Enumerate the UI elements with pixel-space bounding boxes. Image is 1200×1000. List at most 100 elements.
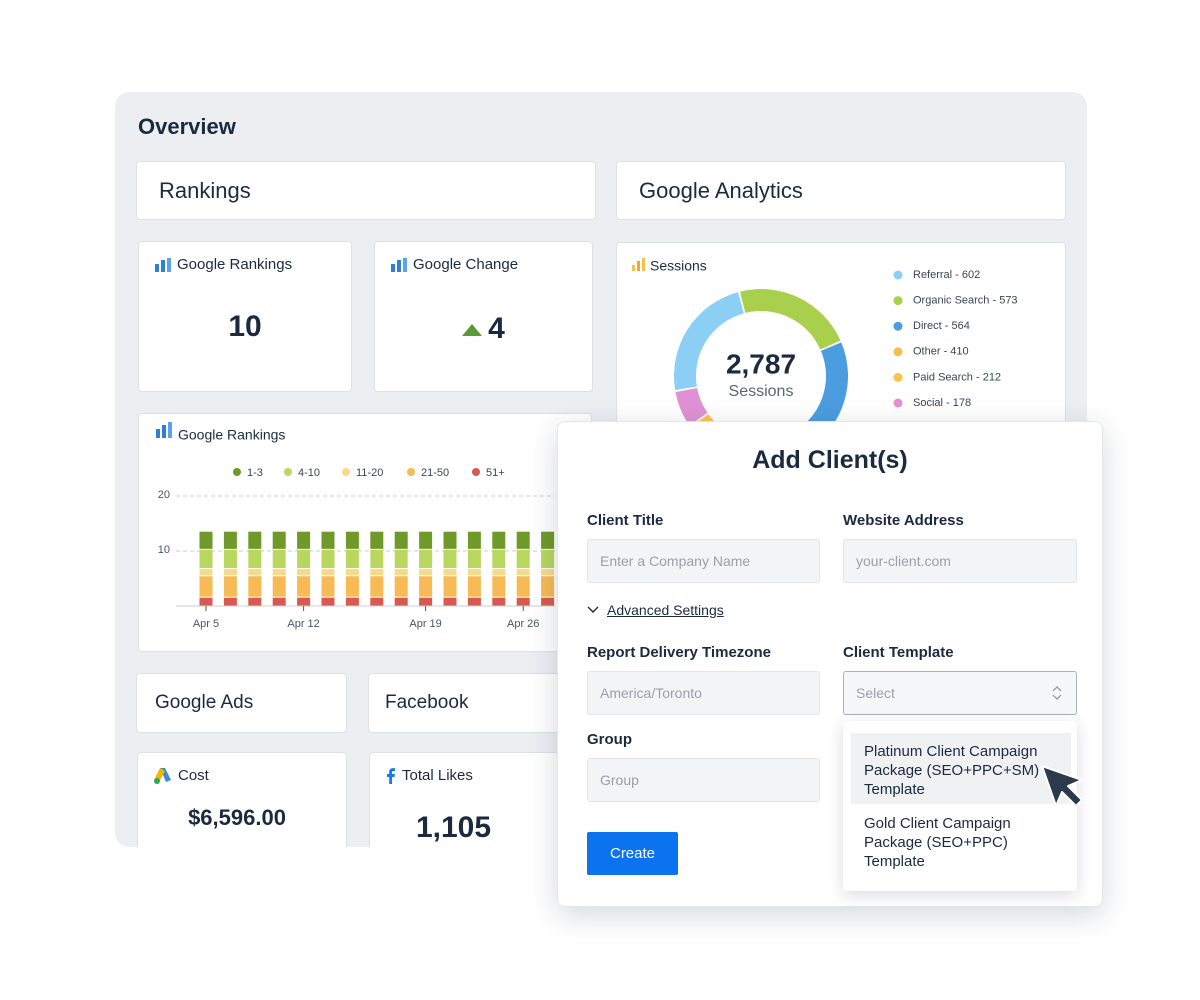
bar-segment [248,531,262,549]
section-header: Facebook [368,673,560,733]
kpi-card: Google Change 4 [374,241,593,392]
section-header: Rankings [136,161,596,220]
legend-dot [472,468,480,476]
bar-segment [199,597,213,606]
bar-segment [223,549,237,569]
bar-segment [370,576,384,597]
section-header: Google Ads [136,673,347,733]
kpi-value-row: 4 [375,312,592,346]
kpi-label: Google Change [391,256,518,273]
select-arrows [1052,686,1062,700]
bar-segment [541,549,555,569]
kpi-value: 4 [488,312,505,345]
bar-segment [199,531,213,549]
bar-segment [272,531,286,549]
legend-dot [893,372,903,382]
text-input[interactable]: America/Toronto [587,671,820,715]
bar-segment [223,576,237,597]
bar-segment [443,569,457,576]
bar-segment [467,569,481,576]
x-tick-label: Apr 26 [507,618,539,630]
field-label: Client Title [587,512,664,529]
bar-segment [297,597,311,606]
bar-segment [516,531,530,549]
legend-label: Referral - 602 [913,269,980,281]
x-tick-label: Apr 12 [287,618,319,630]
bar-segment [492,576,506,597]
bar-segment [492,549,506,569]
legend-dot [893,347,903,357]
bar-segment [345,549,359,569]
bar-segment [419,549,433,569]
donut-segment [740,289,841,350]
bar-segment [419,531,433,549]
legend-label: Other - 410 [913,346,969,358]
bar-segment [223,597,237,606]
bar-segment [467,576,481,597]
bar-segment [394,576,408,597]
section-title: Google Analytics [639,177,803,203]
bar-segment [345,597,359,606]
dropdown-option[interactable]: Platinum Client Campaign Package (SEO+PP… [851,733,1071,804]
section-header: Google Analytics [616,161,1066,220]
bar-segment [345,569,359,576]
legend-dot [893,398,903,408]
overview-title: Overview [138,114,236,139]
legend-label: Direct - 564 [913,320,970,332]
legend-dot [893,296,903,306]
bar-segment [541,576,555,597]
advanced-toggle[interactable]: Advanced Settings [587,602,724,618]
bar-segment [370,531,384,549]
dropdown-option[interactable]: Gold Client Campaign Package (SEO+PPC) T… [864,815,1011,870]
select[interactable]: Select [843,671,1077,715]
donut-segment [675,388,708,426]
kpi-label: Cost [154,767,209,784]
add-client-modal: Add Client(s) Client Title Enter a Compa… [557,421,1103,907]
text-input[interactable]: your-client.com [843,539,1077,583]
bar-segment [297,549,311,569]
label-text: Google Rankings [177,256,293,273]
bar-segment [419,569,433,576]
bar-segment [223,569,237,576]
text-input[interactable]: Group [587,758,820,802]
bar-segment [443,531,457,549]
bar-segment [321,569,335,576]
x-tick-label: Apr 5 [193,618,219,630]
bar-segment [199,549,213,569]
create-button[interactable]: Create [587,832,678,875]
bar-segment [297,576,311,597]
advanced-link[interactable]: Advanced Settings [607,602,724,618]
up-arrow [462,324,483,336]
bar-segment [370,549,384,569]
bar-segment [516,597,530,606]
chart-title: Google Rankings [178,427,285,443]
bar-segment [321,549,335,569]
y-tick-label: 20 [158,489,170,501]
bar-segment [443,549,457,569]
bar-segment [321,597,335,606]
bar-segment [272,569,286,576]
legend-label: 1-3 [247,467,263,479]
bar-segment [492,569,506,576]
bar-segment [419,576,433,597]
donut-segment [674,292,744,391]
text-input[interactable]: Enter a Company Name [587,539,820,583]
bar-segment [492,597,506,606]
bar-segment [199,569,213,576]
icon [155,257,171,272]
bar-segment [467,597,481,606]
bar-segment [541,531,555,549]
kpi-card: Cost $6,596.00 [137,752,347,847]
bar-segment [516,569,530,576]
chart-card: Google Rankings 1-3 4-10 11-20 21-50 51+ 10 20… [138,413,592,652]
bar-segment [394,597,408,606]
bar-segment [370,569,384,576]
icon [391,257,407,272]
icon [387,767,395,784]
bar-segment [467,531,481,549]
section-title: Facebook [385,692,469,713]
legend-dot [893,270,903,280]
section-title: Google Ads [155,692,254,713]
field-label: Report Delivery Timezone [587,644,771,661]
